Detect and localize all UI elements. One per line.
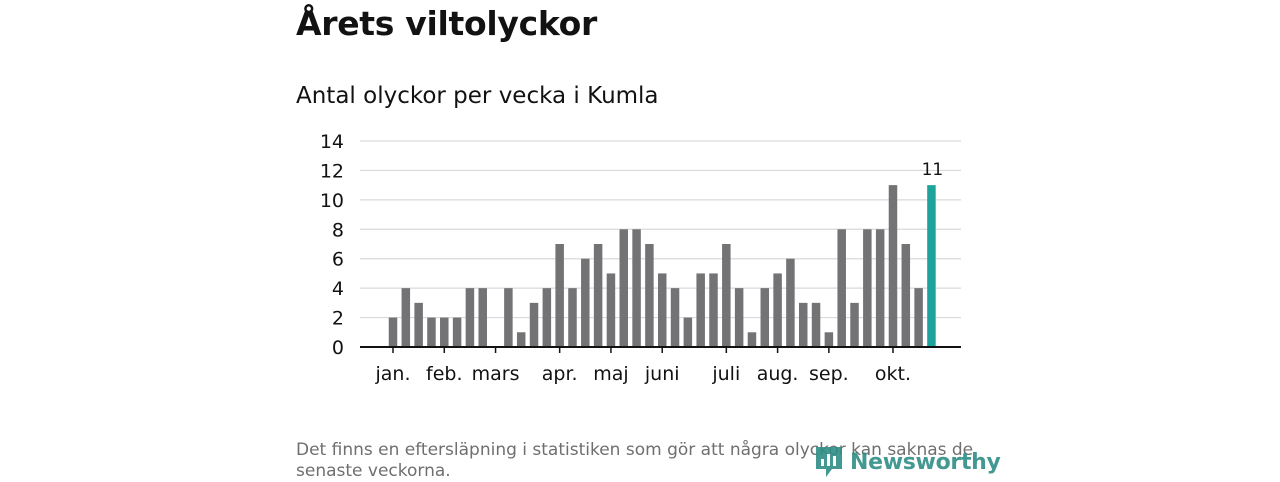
x-tick-label: apr. [542, 363, 578, 385]
bar [863, 229, 872, 347]
x-tick-label: maj [593, 363, 628, 385]
bar [670, 288, 680, 347]
bar [414, 302, 423, 347]
bar [798, 302, 808, 347]
bar [388, 317, 398, 347]
data-labels: 11 [922, 160, 944, 180]
bar-highlight [927, 185, 936, 347]
bar [504, 288, 513, 347]
x-tick-label: juni [644, 363, 680, 385]
bar [619, 229, 629, 347]
bar [683, 317, 693, 347]
bar [452, 317, 462, 347]
bar-chart: 0 2 4 6 8 10 12 14 jan. feb. mars apr. maj juni juli a… [320, 131, 961, 385]
y-tick-label: 0 [332, 337, 344, 359]
y-tick-label: 12 [320, 160, 344, 182]
bar [581, 258, 590, 347]
newsworthy-logo: Newsworthy [814, 444, 1001, 480]
y-tick-label: 8 [332, 219, 344, 241]
bar [465, 288, 475, 347]
bar [734, 288, 744, 347]
bar [901, 244, 911, 347]
bar [914, 288, 923, 347]
y-axis: 0 2 4 6 8 10 12 14 [320, 131, 344, 359]
bar [401, 288, 411, 347]
y-tick-label: 10 [320, 190, 344, 212]
x-tick-label: sep. [809, 363, 849, 385]
bar [542, 288, 552, 347]
bar [722, 244, 731, 347]
bar [786, 258, 795, 347]
bar [427, 317, 436, 347]
x-tick-label: feb. [426, 363, 462, 385]
bar [606, 273, 616, 347]
bar [529, 302, 539, 347]
bar [709, 273, 718, 347]
bar [478, 288, 487, 347]
bar [568, 288, 577, 347]
bar [516, 332, 526, 347]
x-axis: jan. feb. mars apr. maj juni juli aug. sep. okt. [360, 346, 961, 385]
bar [593, 244, 603, 347]
data-label: 11 [922, 160, 944, 180]
bars [388, 185, 936, 347]
logo-text: Newsworthy [850, 449, 1001, 475]
bar [760, 288, 770, 347]
x-tick-label: mars [472, 363, 520, 385]
bar [440, 317, 449, 347]
bar [555, 244, 564, 347]
bar [696, 273, 705, 347]
y-tick-label: 4 [332, 278, 344, 300]
bar [657, 273, 667, 347]
page-title: Årets viltolyckor [296, 4, 597, 43]
bar [773, 273, 782, 347]
newsworthy-chart-icon [816, 447, 842, 477]
x-tick-label: jan. [374, 363, 410, 385]
y-tick-label: 2 [332, 308, 344, 330]
x-tick-label: okt. [875, 363, 911, 385]
bar [645, 244, 654, 347]
bar [632, 229, 641, 347]
y-tick-label: 14 [320, 131, 344, 153]
x-tick-label: aug. [757, 363, 799, 385]
x-tick-label: juli [711, 363, 740, 385]
bar [824, 332, 834, 347]
chart-title: Antal olyckor per vecka i Kumla [296, 83, 659, 109]
bar [837, 229, 846, 347]
bar [888, 185, 898, 347]
bar [875, 229, 885, 347]
bar [747, 332, 757, 347]
bar [850, 302, 859, 347]
footnote: Det finns en eftersläpning i statistiken… [296, 440, 974, 481]
bar [811, 302, 821, 347]
y-tick-label: 6 [332, 249, 344, 271]
